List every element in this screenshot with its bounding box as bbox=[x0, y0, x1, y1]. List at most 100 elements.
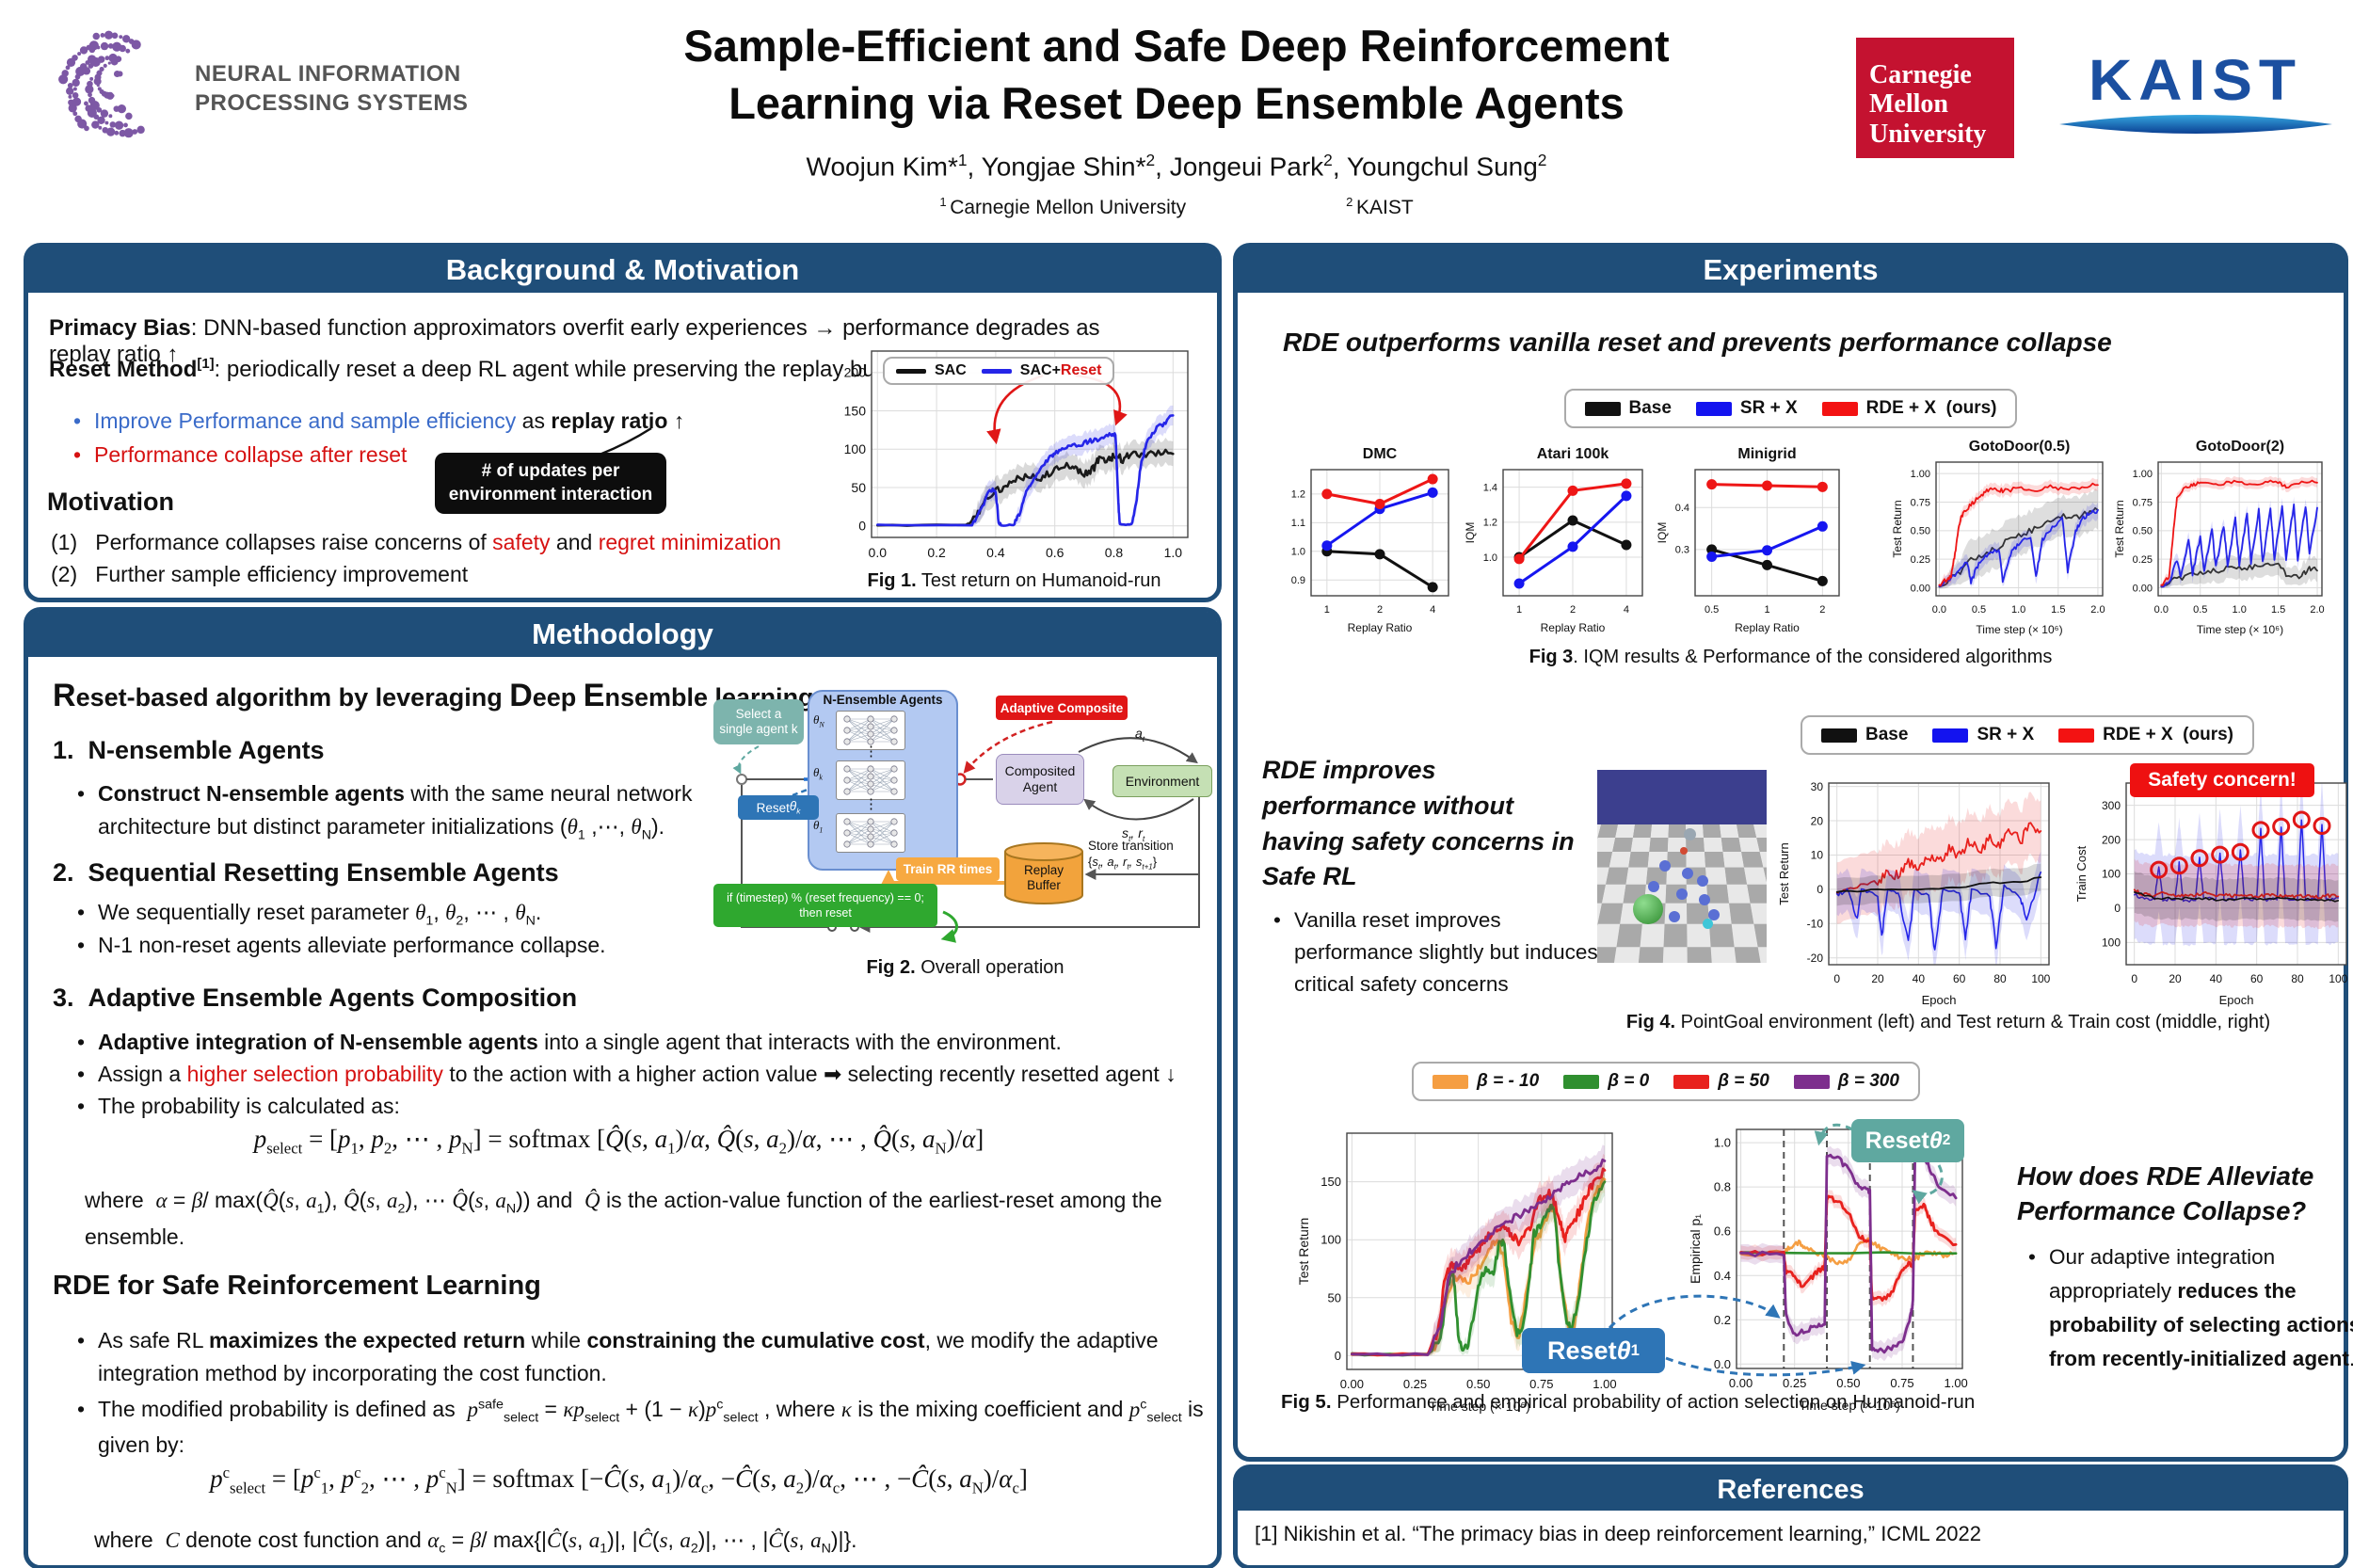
svg-text:1.00: 1.00 bbox=[1593, 1377, 1616, 1391]
formula-p-select: pselect = [p1, p2, ⋯ , pN] = softmax [Q̂… bbox=[253, 1125, 984, 1158]
svg-text:200: 200 bbox=[844, 365, 867, 380]
svg-text:2: 2 bbox=[1570, 604, 1576, 616]
replay-ratio-tooltip: # of updates per environment interaction bbox=[435, 453, 666, 515]
fig2-transition-tuple: {st, at, rt, st+1} bbox=[1088, 855, 1158, 872]
pointgoal-goal-sphere bbox=[1633, 894, 1663, 924]
fig4-legend: Base SR + X RDE + X (ours) bbox=[1801, 715, 2254, 755]
kaist-logo: KAIST bbox=[2052, 45, 2339, 144]
chart-fig4-test-return: 0 20 40 60 80 100 -20 -10 0 10 20 30 Epoch Test Retur… bbox=[1776, 770, 2058, 1015]
motivation-item-1: (1) Performance collapses raise concerns… bbox=[51, 530, 781, 554]
svg-text:1.0: 1.0 bbox=[1714, 1136, 1731, 1150]
svg-text:Time step (× 10⁶): Time step (× 10⁶) bbox=[1799, 1398, 1900, 1413]
svg-text:0.8: 0.8 bbox=[1714, 1180, 1731, 1194]
pointgoal-hazard-dot bbox=[1708, 909, 1720, 920]
safe-rl-bullet: Vanilla reset improves performance sligh… bbox=[1266, 904, 1624, 1000]
svg-text:1.2: 1.2 bbox=[1483, 518, 1497, 529]
svg-text:0.25: 0.25 bbox=[2133, 554, 2153, 566]
svg-text:1.5: 1.5 bbox=[2051, 604, 2065, 616]
svg-text:10: 10 bbox=[1811, 849, 1824, 862]
svg-text:1.0: 1.0 bbox=[1291, 547, 1305, 558]
fig2-ensemble-title: N-Ensemble Agents bbox=[823, 693, 943, 707]
fig2-network-icon-N bbox=[836, 711, 905, 750]
experiments-panel-header: Experiments bbox=[1238, 248, 2344, 293]
bullet-selection-probability: Assign a higher selection probability to… bbox=[70, 1058, 1209, 1091]
svg-text:50: 50 bbox=[851, 480, 866, 495]
svg-text:2: 2 bbox=[1819, 604, 1825, 616]
fig1-chart: 0.0 0.2 0.4 0.6 0.8 1.0 0 50 100 150 200 bbox=[828, 338, 1200, 570]
pointgoal-cyan-dot bbox=[1703, 919, 1713, 929]
svg-text:0.00: 0.00 bbox=[1911, 583, 1930, 594]
panel-background-motivation: Background & Motivation Primacy Bias: DN… bbox=[24, 243, 1222, 602]
chart-atari-100k: 1 2 4 1.0 1.2 1.4 Atari 100k Replay Ratio IQM bbox=[1462, 441, 1650, 642]
svg-text:1.0: 1.0 bbox=[2233, 604, 2247, 616]
methodology-section-title: Reset-based algorithm by leveraging Deep… bbox=[53, 678, 814, 713]
svg-text:GotoDoor(0.5): GotoDoor(0.5) bbox=[1969, 439, 2071, 455]
svg-text:40: 40 bbox=[2210, 972, 2223, 985]
authors: Woojun Kim*1, Yongjae Shin*2, Jongeui Pa… bbox=[806, 151, 1547, 182]
svg-text:0.9: 0.9 bbox=[1291, 575, 1305, 586]
svg-text:0: 0 bbox=[1833, 972, 1840, 985]
svg-text:0.6: 0.6 bbox=[1714, 1224, 1731, 1239]
background-bullet-collapse: Performance collapse after reset bbox=[66, 439, 407, 472]
fig2-environment-box: Environment bbox=[1112, 765, 1212, 797]
pointgoal-hazard-dot bbox=[1697, 875, 1708, 887]
heading-adaptive-composition: 3. Adaptive Ensemble Agents Composition bbox=[53, 984, 578, 1012]
fig2-diagram: Select a single agent k N-Ensemble Agents… bbox=[713, 690, 1217, 986]
svg-text:150: 150 bbox=[844, 403, 867, 418]
heading-safe-rl: RDE for Safe Reinforcement Learning bbox=[53, 1271, 541, 1301]
svg-text:GotoDoor(2): GotoDoor(2) bbox=[2196, 439, 2284, 455]
svg-text:0.50: 0.50 bbox=[1836, 1376, 1860, 1390]
background-panel-header: Background & Motivation bbox=[28, 248, 1217, 293]
fig3-legend-row: Base SR + X RDE + X (ours) bbox=[1238, 389, 2344, 428]
bullet-safe-rl-1: As safe RL maximizes the expected return… bbox=[70, 1324, 1209, 1389]
svg-text:100: 100 bbox=[2102, 868, 2121, 881]
svg-text:0.0: 0.0 bbox=[1714, 1357, 1731, 1371]
svg-text:Test Return: Test Return bbox=[1777, 842, 1791, 904]
svg-text:300: 300 bbox=[2102, 799, 2121, 812]
methodology-panel-header: Methodology bbox=[28, 612, 1217, 657]
bullet-nonreset: N-1 non-reset agents alleviate performan… bbox=[70, 929, 738, 962]
svg-text:0.0: 0.0 bbox=[869, 545, 888, 560]
kaist-logo-text: KAIST bbox=[2089, 47, 2302, 113]
fig5-caption: Fig 5. Performance and empirical probabi… bbox=[1281, 1391, 1976, 1413]
heading-n-ensemble: 1. N-ensemble Agents bbox=[53, 736, 325, 764]
primacy-bias-line: Primacy Bias: DNN-based function approxi… bbox=[49, 315, 1100, 367]
affiliation-2: 2 KAIST bbox=[1346, 195, 1414, 218]
svg-text:40: 40 bbox=[1913, 972, 1926, 985]
fig2-theta-k: θk bbox=[813, 765, 823, 782]
svg-text:0.50: 0.50 bbox=[1911, 526, 1930, 537]
pointgoal-environment-image bbox=[1597, 770, 1767, 963]
fig2-theta-N: θN bbox=[813, 712, 824, 729]
svg-text:IQM: IQM bbox=[1656, 522, 1669, 544]
svg-text:80: 80 bbox=[1993, 972, 2007, 985]
svg-text:0.00: 0.00 bbox=[1340, 1377, 1364, 1391]
fig3-caption: Fig 3. IQM results & Performance of the … bbox=[1529, 647, 2053, 667]
svg-text:1.0: 1.0 bbox=[2011, 604, 2025, 616]
reset-method-line: Reset Method[1]: periodically reset a de… bbox=[49, 357, 907, 382]
svg-text:1.00: 1.00 bbox=[1944, 1376, 1967, 1390]
svg-text:1.00: 1.00 bbox=[1911, 469, 1930, 480]
svg-text:1.0: 1.0 bbox=[1164, 545, 1183, 560]
safety-concern-badge: Safety concern! bbox=[2130, 763, 2314, 797]
svg-text:1.4: 1.4 bbox=[1483, 482, 1497, 493]
svg-text:0.50: 0.50 bbox=[1466, 1377, 1490, 1391]
svg-text:DMC: DMC bbox=[1363, 446, 1398, 462]
svg-text:-20: -20 bbox=[1807, 952, 1824, 965]
neurips-swirl-icon bbox=[58, 30, 145, 138]
tooltip-connector bbox=[599, 426, 652, 456]
svg-text:150: 150 bbox=[1321, 1175, 1341, 1189]
fig2-theta-1: θ1 bbox=[813, 818, 824, 835]
background-bullet-improve: Improve Performance and sample efficienc… bbox=[66, 405, 684, 438]
title-line2: Learning via Reset Deep Ensemble Agents bbox=[728, 78, 1625, 129]
fig1-caption: Fig 1. Test return on Humanoid-run bbox=[867, 570, 1161, 591]
svg-text:Empirical p₁: Empirical p₁ bbox=[1688, 1214, 1703, 1284]
svg-text:0.25: 0.25 bbox=[1783, 1376, 1806, 1390]
svg-text:0.75: 0.75 bbox=[1911, 497, 1930, 508]
svg-text:1.1: 1.1 bbox=[1291, 518, 1305, 529]
fig2-action-label: at bbox=[1135, 726, 1145, 744]
fig2-network-icon-1 bbox=[836, 813, 905, 853]
svg-text:0.4: 0.4 bbox=[1714, 1269, 1731, 1283]
